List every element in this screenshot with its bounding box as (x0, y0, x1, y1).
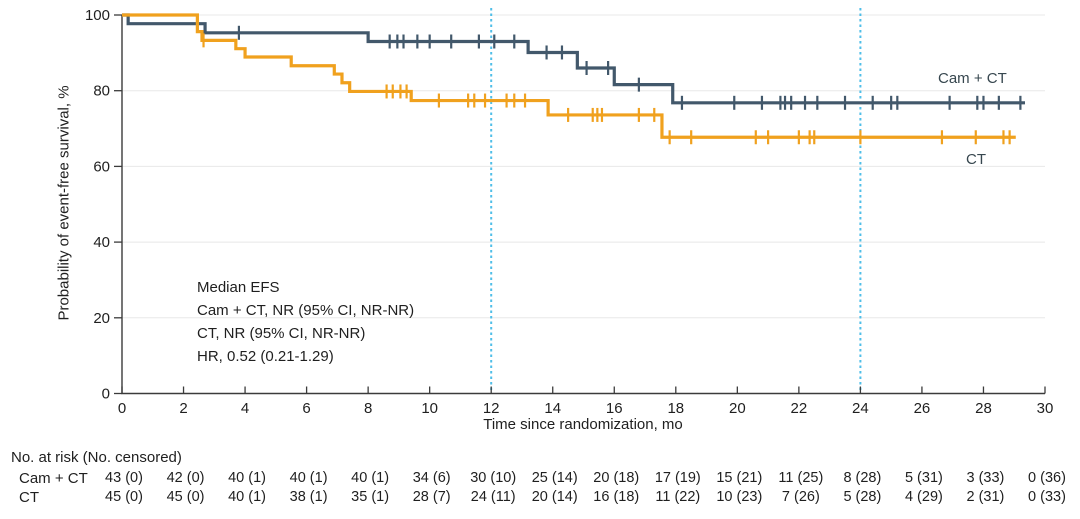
y-tick-label: 80 (93, 83, 110, 100)
risk-table-header: No. at risk (No. censored) (11, 449, 182, 466)
risk-cell: 40 (1) (228, 470, 266, 486)
curve-label-ct: CT (966, 151, 986, 168)
risk-cell: 20 (18) (593, 470, 640, 486)
x-tick-label: 28 (975, 400, 992, 417)
risk-cell: 2 (31) (966, 489, 1005, 505)
x-tick-label: 4 (241, 400, 249, 417)
risk-cell: 20 (14) (531, 489, 578, 505)
risk-cell: 11 (25) (778, 470, 824, 486)
risk-cell: 40 (1) (289, 470, 328, 486)
x-tick-label: 26 (914, 400, 931, 417)
risk-row-label-cam-ct: Cam + CT (19, 470, 88, 487)
risk-cell: 40 (1) (351, 470, 390, 486)
risk-cell: 38 (1) (289, 489, 328, 505)
risk-cell: 3 (33) (966, 470, 1005, 486)
x-tick-label: 0 (118, 400, 126, 417)
x-tick-label: 6 (302, 400, 310, 417)
risk-cell: 45 (0) (105, 489, 143, 505)
annotation-line-median: Median EFS (197, 279, 280, 296)
risk-row-label-ct: CT (19, 489, 39, 506)
x-tick-label: 30 (1037, 400, 1054, 417)
risk-cell: 42 (0) (166, 470, 205, 486)
x-tick-label: 14 (544, 400, 561, 417)
y-tick-label: 60 (93, 158, 110, 175)
risk-cell: 25 (14) (531, 470, 578, 486)
risk-cell: 5 (28) (843, 489, 882, 505)
risk-cell: 10 (23) (716, 489, 763, 505)
risk-cell: 4 (29) (904, 489, 943, 505)
risk-cell: 5 (31) (904, 470, 943, 486)
x-tick-label: 8 (364, 400, 372, 417)
y-tick-label: 20 (93, 310, 110, 327)
risk-cell: 40 (1) (228, 489, 266, 505)
annotation-line-camct: Cam + CT, NR (95% CI, NR-NR) (197, 302, 415, 319)
y-tick-label: 0 (102, 386, 110, 403)
risk-cell: 11 (22) (655, 489, 701, 505)
risk-cell: 8 (28) (843, 470, 882, 486)
risk-cell: 35 (1) (351, 489, 390, 505)
y-axis-label: Probability of event-free survival, % (55, 85, 73, 321)
risk-cell: 43 (0) (105, 470, 143, 486)
risk-cell: 24 (11) (470, 489, 516, 505)
x-tick-label: 18 (667, 400, 684, 417)
annotation-line-ct: CT, NR (95% CI, NR-NR) (197, 325, 366, 342)
risk-cell: 34 (6) (412, 470, 451, 486)
x-tick-label: 10 (421, 400, 438, 417)
risk-cell: 30 (10) (470, 470, 517, 486)
risk-cell: 7 (26) (781, 489, 820, 505)
risk-cell: 45 (0) (166, 489, 205, 505)
annotation-line-hr: HR, 0.52 (0.21-1.29) (197, 348, 334, 365)
risk-cell: 17 (19) (654, 470, 701, 486)
survival-curve-ct (122, 13, 1016, 139)
median-efs-annotation: Median EFS Cam + CT, NR (95% CI, NR-NR) … (197, 276, 414, 368)
risk-cell: 0 (36) (1028, 470, 1066, 486)
risk-cell: 15 (21) (716, 470, 763, 486)
x-tick-label: 20 (729, 400, 746, 417)
risk-cell: 28 (7) (412, 489, 451, 505)
x-tick-label: 22 (791, 400, 808, 417)
risk-cell: 16 (18) (593, 489, 640, 505)
curve-label-cam-ct: Cam + CT (938, 70, 1007, 87)
x-tick-label: 24 (852, 400, 869, 417)
x-tick-label: 12 (483, 400, 500, 417)
survival-curve-cam-ct (122, 13, 1025, 105)
risk-cell: 0 (33) (1028, 489, 1066, 505)
x-axis-label: Time since randomization, mo (483, 416, 683, 433)
x-tick-label: 2 (179, 400, 187, 417)
y-tick-label: 100 (85, 7, 110, 24)
y-tick-label: 40 (93, 234, 110, 251)
x-tick-label: 16 (606, 400, 623, 417)
